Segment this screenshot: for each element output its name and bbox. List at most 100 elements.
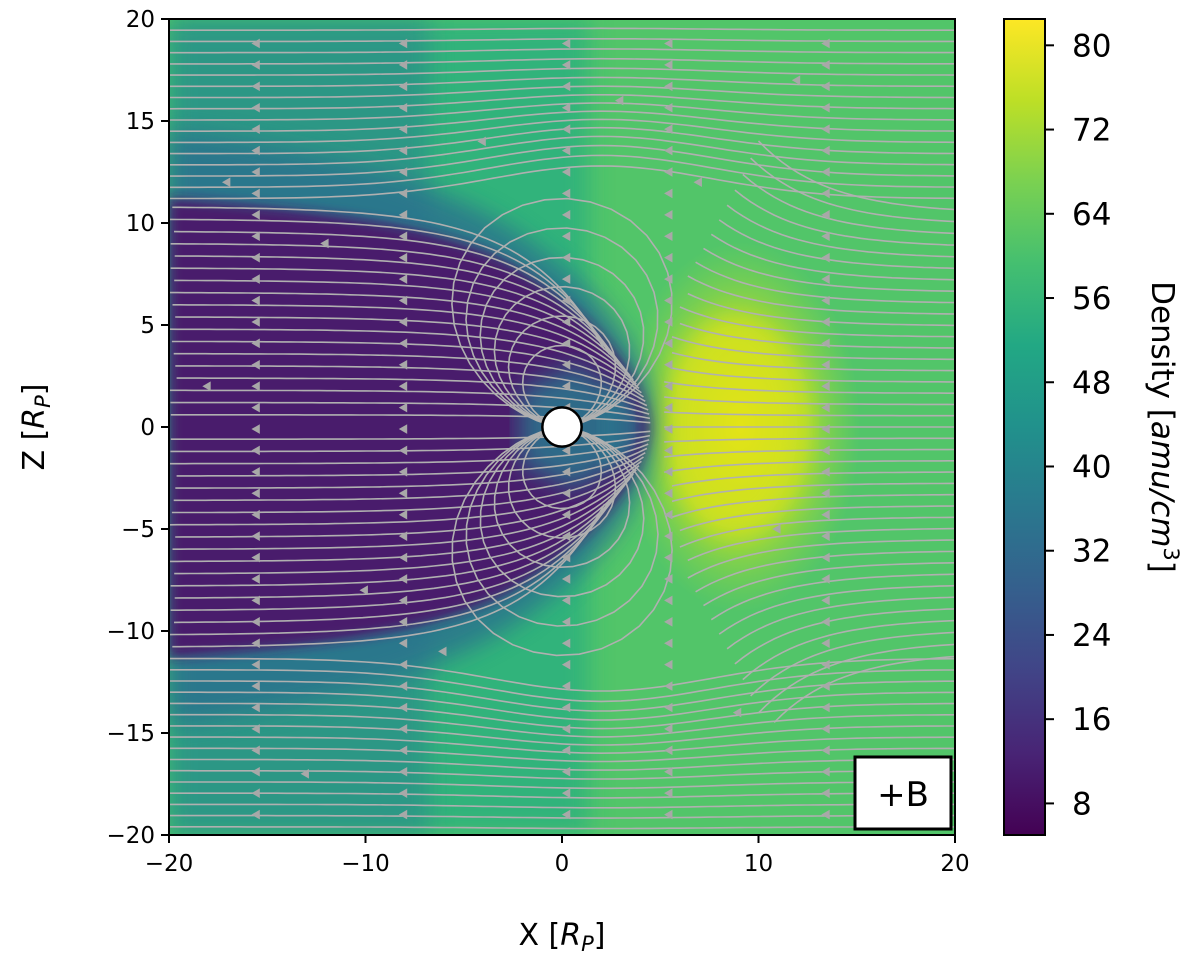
streamline-arrow <box>561 702 571 713</box>
streamline-arrow <box>300 769 309 779</box>
streamline-arrow <box>821 359 830 370</box>
streamline-arrow <box>821 338 830 349</box>
streamline <box>703 562 955 607</box>
streamline-arrow <box>821 81 830 92</box>
streamline-arrow <box>398 638 408 649</box>
streamline-arrow <box>398 295 408 306</box>
streamline-arrow <box>821 766 830 777</box>
streamline-arrow <box>251 231 260 242</box>
streamline-arrow <box>664 60 673 70</box>
streamline-arrow <box>251 252 260 263</box>
streamline-arrow <box>561 745 571 756</box>
y-tick-label: 10 <box>126 211 155 237</box>
streamline-arrow <box>251 445 260 456</box>
colorbar-tick-label: 48 <box>1072 365 1111 401</box>
streamline-arrow <box>791 75 801 85</box>
streamline <box>169 57 955 65</box>
x-tick-label: 10 <box>744 851 773 877</box>
streamline-arrow <box>821 38 830 49</box>
streamline <box>726 204 955 258</box>
streamline-arrow <box>398 531 408 541</box>
streamline <box>521 426 603 510</box>
streamline-arrow <box>561 381 571 391</box>
streamline <box>172 469 637 550</box>
streamline-arrow <box>561 488 571 499</box>
streamline-arrow <box>561 766 571 777</box>
colorbar-tick-label: 40 <box>1072 449 1111 485</box>
streamline-arrow <box>664 681 673 691</box>
streamline <box>750 631 955 697</box>
streamline-arrow <box>664 702 673 713</box>
streamline-arrow <box>821 60 830 70</box>
streamline-arrow <box>398 724 408 734</box>
streamline <box>169 67 955 76</box>
streamline <box>169 218 611 355</box>
streamline-arrow <box>398 745 408 756</box>
streamline-arrow <box>561 638 571 649</box>
streamline-arrow <box>251 574 260 584</box>
field-orientation-box: +B <box>853 755 953 831</box>
streamline-arrow <box>821 617 830 627</box>
streamline-arrow <box>664 531 673 541</box>
y-tick-label: −5 <box>121 517 155 543</box>
streamline <box>679 505 955 532</box>
streamline-arrow <box>251 659 260 670</box>
colorbar-tick-label: 72 <box>1072 113 1111 149</box>
streamline-arrow <box>359 585 368 595</box>
streamline-arrow <box>561 338 571 349</box>
y-axis-label: Z [RP] <box>17 383 55 470</box>
streamline-arrow <box>398 338 408 349</box>
streamline <box>742 173 955 235</box>
streamline-arrow <box>398 702 408 713</box>
streamline-arrow <box>664 102 673 113</box>
streamline-arrow <box>821 745 830 756</box>
streamline <box>169 826 955 830</box>
streamline-arrow <box>561 681 571 691</box>
streamline-arrow <box>732 707 742 718</box>
streamline <box>671 482 955 503</box>
streamline-arrow <box>821 167 830 177</box>
streamline-arrow <box>251 402 260 413</box>
streamline-arrow <box>398 552 408 563</box>
streamline-arrow <box>664 38 673 49</box>
streamline-arrow <box>398 38 408 49</box>
streamline-arrow <box>664 552 673 563</box>
streamline <box>710 233 955 281</box>
streamline-arrow <box>251 638 260 649</box>
streamline <box>173 452 646 502</box>
streamline-arrow <box>664 338 673 349</box>
streamline-arrow <box>398 210 408 220</box>
streamline-arrow <box>664 231 673 242</box>
field-orientation-label: +B <box>877 775 929 815</box>
colorbar-gradient <box>1003 18 1046 836</box>
streamline-arrow <box>398 359 408 370</box>
streamline <box>757 140 955 211</box>
streamline-arrow <box>251 38 260 49</box>
streamline-arrow <box>398 617 408 627</box>
streamline-arrow <box>251 317 260 327</box>
streamline-arrow <box>664 295 673 306</box>
streamline <box>169 389 650 415</box>
streamline-arrow <box>561 531 571 541</box>
streamline-arrow <box>251 102 260 113</box>
streamline-arrow <box>561 38 571 49</box>
streamline-arrow <box>664 788 673 798</box>
streamline-arrow <box>821 574 830 584</box>
streamline <box>172 206 606 351</box>
streamline-arrow <box>398 766 408 777</box>
streamline-arrow <box>398 252 408 263</box>
streamline <box>173 495 615 624</box>
streamline-arrow <box>398 467 408 477</box>
streamline-arrow <box>821 788 830 798</box>
streamline-arrow <box>561 295 571 306</box>
streamline-arrow <box>561 445 571 456</box>
streamline-arrow <box>821 231 830 242</box>
streamline-arrow <box>251 724 260 734</box>
streamline <box>169 27 955 31</box>
streamline-arrow <box>664 81 673 92</box>
streamline-arrow <box>821 424 830 434</box>
streamline-arrow <box>664 445 673 456</box>
streamline-arrow <box>821 809 830 820</box>
streamline-arrow <box>664 724 673 734</box>
